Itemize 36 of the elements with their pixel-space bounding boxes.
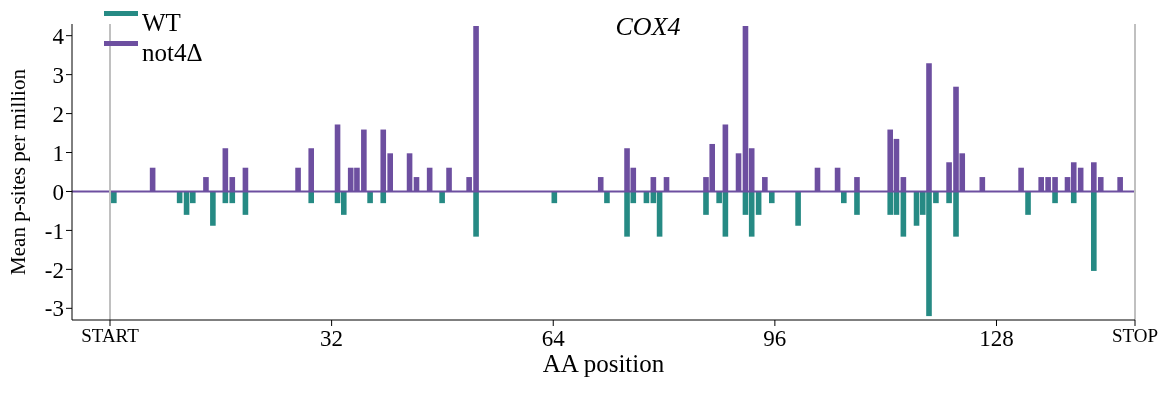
bar xyxy=(367,191,373,204)
y-tick-label: -3 xyxy=(44,296,64,322)
x-axis-title: AA position xyxy=(542,350,665,377)
bar xyxy=(854,191,860,215)
x-tick-label: START xyxy=(81,325,140,346)
x-tick-label: 64 xyxy=(541,326,566,351)
x-tick-label: 96 xyxy=(763,326,787,351)
y-tick-label: -2 xyxy=(44,257,64,283)
chart-title: COX4 xyxy=(615,12,681,41)
x-tick-label: 32 xyxy=(320,326,344,351)
x-tick-label: STOP xyxy=(1111,325,1159,346)
bar xyxy=(768,191,775,204)
y-tick-label: 3 xyxy=(52,62,64,88)
y-tick-label: -1 xyxy=(44,218,64,244)
bar xyxy=(1052,191,1058,204)
bar xyxy=(703,191,709,215)
bar xyxy=(795,191,801,226)
x-tick-label: 128 xyxy=(979,326,1014,351)
bar xyxy=(1070,191,1077,204)
legend-label: not4Δ xyxy=(142,38,203,68)
y-tick-label: 1 xyxy=(52,140,64,166)
bar xyxy=(439,191,445,204)
bar xyxy=(841,191,847,204)
legend-label: WT xyxy=(142,8,181,38)
y-axis-title: Mean p-sites per million xyxy=(6,68,31,275)
bar xyxy=(604,191,610,204)
bar xyxy=(308,191,315,204)
bar xyxy=(1091,191,1097,271)
bar xyxy=(1025,191,1031,215)
bar xyxy=(210,191,216,226)
bar xyxy=(473,191,479,237)
bar xyxy=(111,191,117,204)
y-tick-label: 2 xyxy=(52,101,64,127)
bar xyxy=(380,191,387,204)
y-tick-label: 4 xyxy=(52,23,65,49)
y-tick-label: 0 xyxy=(52,179,64,205)
